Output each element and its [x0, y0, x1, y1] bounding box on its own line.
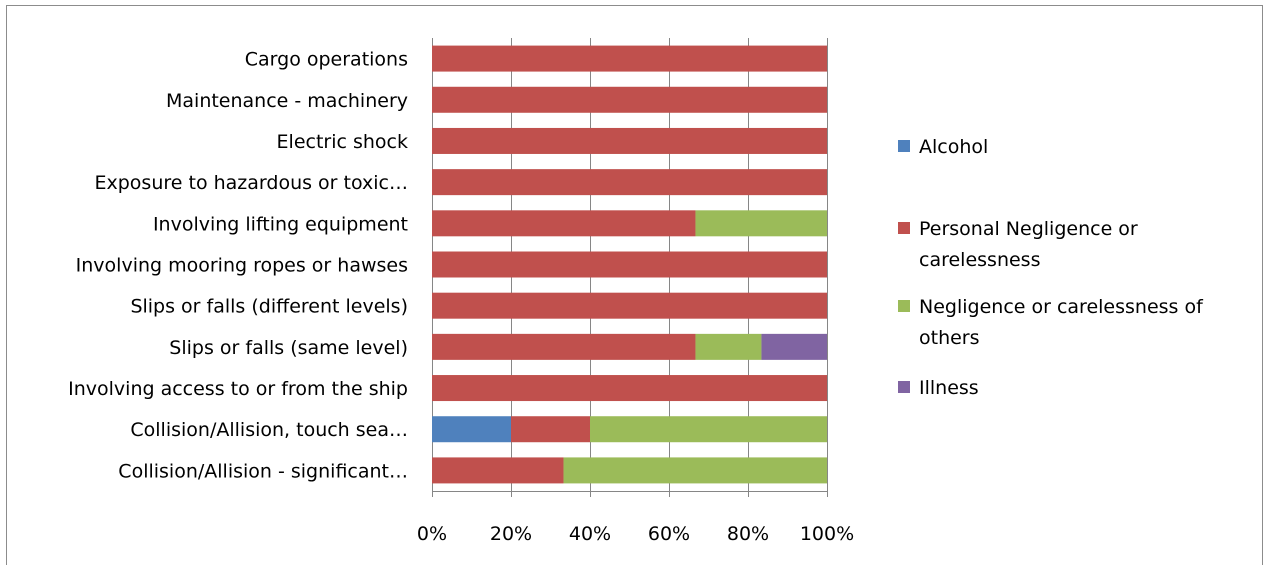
- bar-segment: [432, 86, 827, 113]
- x-tick-label: 40%: [569, 523, 611, 545]
- legend-swatch: [898, 222, 910, 234]
- legend-swatch: [898, 140, 910, 152]
- category-label: Exposure to hazardous or toxic…: [95, 172, 409, 194]
- legend: Alcohol Personal Negligence or carelessnes…: [898, 136, 1204, 399]
- bar-segment: [432, 210, 696, 237]
- category-label: Electric shock: [277, 131, 408, 153]
- bar-segment: [432, 45, 827, 72]
- bar-segment: [695, 333, 762, 360]
- legend-label: carelessness: [919, 249, 1040, 271]
- category-label: Slips or falls (same level): [169, 337, 408, 359]
- x-tick-label: 0%: [417, 523, 447, 545]
- x-tick-label: 20%: [490, 523, 532, 545]
- category-label: Collision/Allision - significant…: [118, 460, 408, 482]
- category-label: Collision/Allision, touch sea…: [130, 419, 408, 441]
- legend-label: Alcohol: [919, 136, 988, 158]
- bar-segment: [432, 333, 696, 360]
- legend-label: Personal Negligence or: [919, 218, 1138, 240]
- bar-segment: [563, 457, 827, 484]
- bar-segment: [432, 457, 564, 484]
- legend-label: others: [919, 327, 980, 349]
- x-tick-labels: 0% 20% 40% 60% 80% 100%: [417, 523, 854, 545]
- bar-segment: [511, 416, 590, 443]
- bars: [432, 45, 827, 484]
- category-label: Involving access to or from the ship: [68, 378, 408, 400]
- bar-segment: [432, 416, 511, 443]
- category-label: Slips or falls (different levels): [130, 296, 408, 318]
- category-label: Involving mooring ropes or hawses: [76, 255, 408, 277]
- x-tick-label: 80%: [727, 523, 769, 545]
- x-tick-label: 100%: [800, 523, 854, 545]
- bar-segment: [761, 333, 827, 360]
- category-label: Maintenance - machinery: [166, 90, 408, 112]
- category-label: Involving lifting equipment: [153, 213, 408, 235]
- bar-segment: [695, 210, 827, 237]
- bar-segment: [432, 127, 827, 154]
- bar-segment: [432, 251, 827, 278]
- bar-segment: [432, 292, 827, 319]
- legend-label: Negligence or carelessness of: [919, 296, 1204, 318]
- x-axis: [432, 491, 828, 497]
- legend-swatch: [898, 381, 910, 393]
- category-label: Cargo operations: [245, 49, 408, 71]
- bar-segment: [590, 416, 827, 443]
- legend-label: Illness: [919, 377, 979, 399]
- legend-swatch: [898, 300, 910, 312]
- category-labels: Cargo operations Maintenance - machinery E…: [68, 49, 408, 483]
- x-tick-label: 60%: [648, 523, 690, 545]
- bar-segment: [432, 169, 827, 196]
- bar-segment: [432, 375, 827, 402]
